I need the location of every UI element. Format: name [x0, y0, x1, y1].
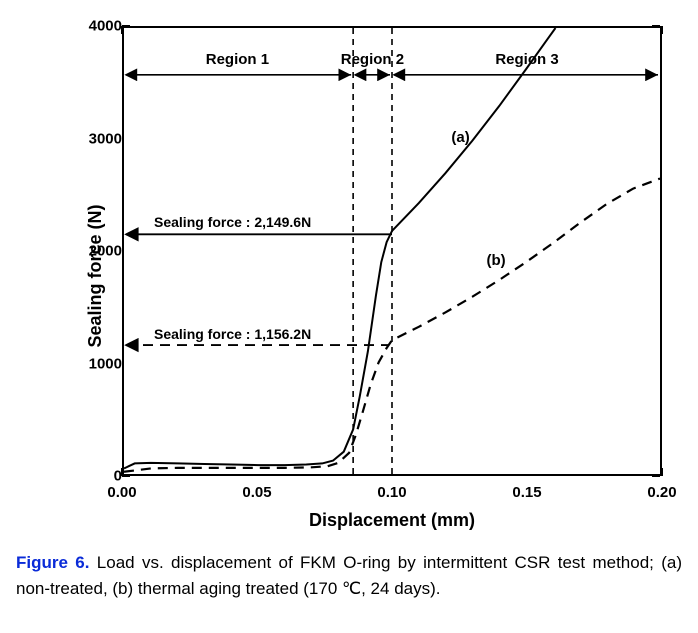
sealing-force-label: Sealing force : 2,149.6N — [154, 214, 311, 230]
plot-svg — [124, 28, 660, 474]
region-label: Region 2 — [341, 51, 404, 68]
chart: Sealing force (N) Displacement (mm) 0 100… — [62, 16, 682, 536]
y-axis-label: Sealing force (N) — [85, 204, 106, 347]
sealing-force-label: Sealing force : 1,156.2N — [154, 326, 311, 342]
figure-caption: Figure 6. Load vs. displacement of FKM O… — [16, 550, 682, 601]
x-tick-label: 0.10 — [362, 484, 422, 501]
y-tick-label: 4000 — [72, 18, 122, 35]
series-label-b: (b) — [487, 252, 506, 269]
x-tick-label: 0.15 — [497, 484, 557, 501]
y-tick-label: 0 — [72, 468, 122, 485]
series-a-line — [124, 28, 555, 468]
region-label: Region 3 — [495, 51, 558, 68]
series-label-a: (a) — [451, 129, 469, 146]
figure-container: Sealing force (N) Displacement (mm) 0 100… — [16, 16, 682, 601]
y-tick-label: 3000 — [72, 130, 122, 147]
plot-area — [122, 26, 662, 476]
region-label: Region 1 — [206, 51, 269, 68]
x-tick-label: 0.05 — [227, 484, 287, 501]
caption-text: Load vs. displacement of FKM O-ring by i… — [16, 553, 682, 598]
y-tick-label: 1000 — [72, 355, 122, 372]
x-tick-label: 0.20 — [632, 484, 692, 501]
y-tick-label: 2000 — [72, 243, 122, 260]
x-tick-label: 0.00 — [92, 484, 152, 501]
x-axis-label: Displacement (mm) — [122, 510, 662, 531]
figure-number: Figure 6. — [16, 553, 89, 572]
